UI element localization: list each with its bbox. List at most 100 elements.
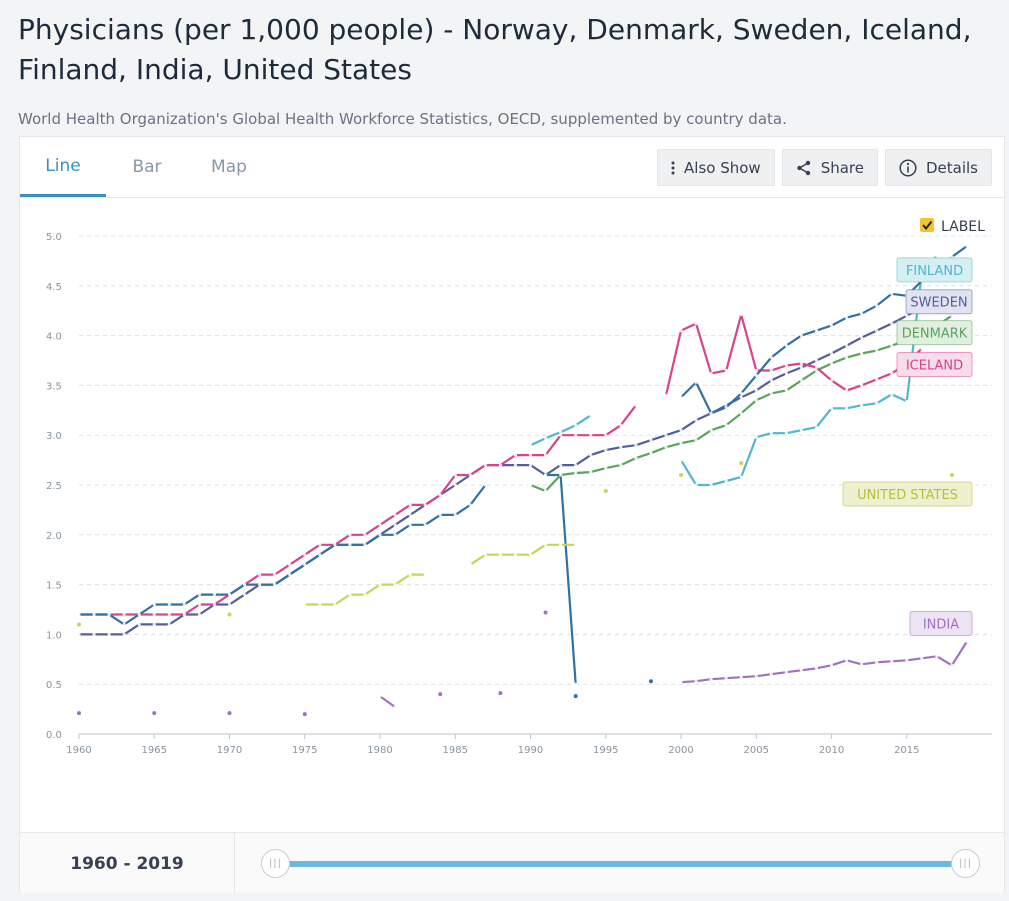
data-point-denmark — [814, 368, 819, 373]
data-point-finland — [799, 428, 804, 432]
x-tick-label: 1970 — [217, 745, 242, 756]
share-button[interactable]: Share — [781, 149, 878, 186]
data-point-norway — [77, 612, 81, 617]
data-point-iceland — [589, 433, 593, 437]
data-point-sweden — [197, 612, 202, 617]
data-point-sweden — [589, 453, 593, 457]
data-point-sweden — [77, 632, 81, 636]
x-tick-label: 2005 — [744, 745, 769, 756]
slider-end-handle[interactable]: ||| — [951, 849, 980, 878]
chart-card: Line Bar Map Also Show Share Details 0.0… — [19, 136, 1005, 894]
data-point-finland — [754, 435, 758, 439]
data-point-norway — [197, 592, 202, 597]
y-tick-label: 4.0 — [46, 332, 62, 343]
data-point-finland — [875, 401, 879, 405]
data-point-sweden — [754, 388, 758, 392]
data-point-india — [754, 674, 758, 678]
data-point-sweden — [679, 428, 683, 432]
data-point-iceland — [513, 453, 518, 457]
data-point-norway — [724, 405, 728, 409]
label-toggle[interactable]: LABEL — [920, 218, 985, 235]
data-point-sweden — [634, 443, 638, 447]
data-point-india — [784, 670, 788, 674]
data-point-norway — [107, 612, 111, 617]
vertical-dots-icon — [671, 161, 675, 175]
tab-bar[interactable]: Bar — [132, 157, 162, 177]
data-point-denmark — [769, 391, 773, 395]
isolated-point-india — [498, 691, 503, 696]
series-lines — [77, 244, 969, 717]
data-point-sweden — [559, 463, 563, 467]
data-point-norway — [303, 563, 307, 567]
series-line-sweden — [79, 294, 938, 636]
data-point-norway — [152, 602, 156, 607]
data-point-iceland — [920, 346, 924, 351]
data-point-denmark — [860, 351, 864, 356]
data-point-norway — [137, 612, 141, 617]
data-point-denmark — [799, 378, 804, 383]
data-point-sweden — [769, 378, 773, 383]
y-tick-label: 1.5 — [46, 581, 62, 592]
data-point-iceland — [559, 433, 563, 437]
data-point-norway — [754, 373, 758, 378]
data-point-sweden — [227, 602, 232, 607]
data-point-norway — [363, 543, 367, 547]
data-point-norway — [483, 483, 487, 487]
isolated-point-united-states — [77, 622, 81, 627]
data-point-iceland — [814, 365, 819, 370]
data-point-finland — [694, 483, 698, 487]
tab-line[interactable]: Line — [20, 137, 106, 197]
time-slider-track[interactable] — [275, 861, 965, 867]
also-show-button[interactable]: Also Show — [657, 149, 775, 186]
data-point-iceland — [619, 423, 623, 427]
y-tick-label: 3.0 — [46, 431, 62, 442]
time-range-bar: 1960 - 2019 ||| ||| — [20, 832, 1004, 894]
tab-divider — [20, 197, 1004, 198]
y-axis-ticks: 0.0 0.5 1.0 1.5 2.0 2.5 3.0 3.5 4.0 4.5 5.0 — [46, 232, 62, 741]
data-point-iceland — [709, 371, 713, 376]
data-point-united-states — [318, 602, 322, 607]
data-point-denmark — [649, 451, 653, 455]
series-line-norway — [680, 245, 968, 415]
data-point-united-states — [528, 553, 533, 557]
series-label-denmark: DENMARK — [902, 327, 968, 342]
data-point-iceland — [197, 602, 202, 607]
x-tick-label: 2000 — [668, 745, 693, 756]
y-tick-label: 2.0 — [46, 531, 62, 542]
data-point-iceland — [694, 322, 698, 326]
tab-map[interactable]: Map — [211, 157, 247, 177]
x-tick-label: 1975 — [292, 745, 317, 756]
data-point-india — [829, 663, 834, 667]
y-tick-label: 0.0 — [46, 730, 62, 741]
details-button[interactable]: Details — [884, 149, 992, 186]
data-point-denmark — [754, 398, 758, 402]
data-point-norway — [844, 316, 849, 320]
x-tick-label: 1965 — [142, 745, 167, 756]
data-point-denmark — [875, 348, 879, 353]
label-checkbox[interactable] — [920, 218, 934, 232]
data-point-iceland — [438, 493, 442, 497]
data-point-sweden — [122, 632, 126, 636]
data-point-iceland — [543, 453, 548, 457]
also-show-label: Also Show — [684, 158, 761, 177]
isolated-point-india — [77, 711, 81, 716]
data-point-iceland — [574, 433, 578, 437]
data-point-sweden — [875, 329, 879, 333]
data-point-sweden — [152, 622, 156, 627]
data-point-finland — [784, 431, 788, 435]
x-tick-label: 1985 — [443, 745, 468, 756]
data-point-norway — [333, 543, 337, 547]
data-point-finland — [679, 458, 683, 462]
slider-start-handle[interactable]: ||| — [261, 849, 290, 878]
data-point-denmark — [739, 411, 743, 415]
y-tick-label: 2.5 — [46, 481, 62, 492]
data-point-finland — [890, 392, 894, 396]
data-point-sweden — [890, 322, 894, 326]
data-point-united-states — [393, 583, 397, 587]
data-point-india — [393, 705, 397, 709]
series-line-united-states — [469, 543, 576, 566]
data-point-norway — [393, 533, 397, 537]
data-point-sweden — [664, 433, 668, 437]
data-point-sweden — [167, 622, 171, 627]
data-point-iceland — [167, 612, 171, 617]
